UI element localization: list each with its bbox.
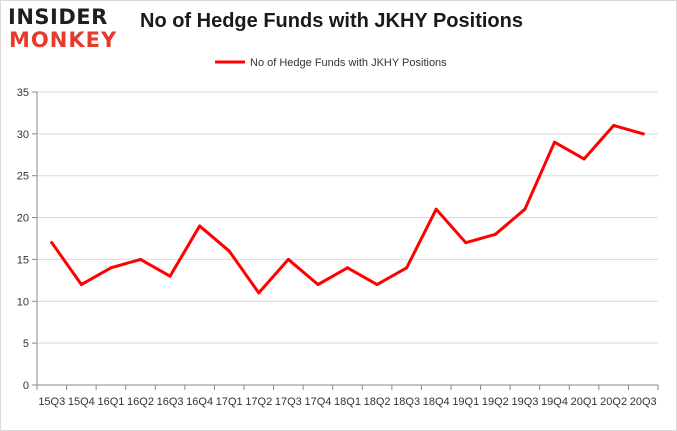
x-tick-label: 20Q2	[600, 396, 627, 408]
legend: No of Hedge Funds with JKHY Positions	[215, 57, 447, 69]
data-point	[139, 257, 142, 261]
logo-line-insider: INSIDER	[8, 5, 108, 29]
y-tick-label: 10	[17, 296, 29, 308]
y-tick-label: 0	[23, 380, 29, 392]
data-point	[198, 224, 202, 228]
x-tick-label: 18Q1	[334, 396, 361, 408]
y-tick-label: 25	[17, 171, 29, 183]
x-tick-label: 16Q1	[97, 396, 124, 408]
y-axis-ticks: 0 5 10 15 20 25 30 35	[17, 87, 37, 392]
data-point	[79, 283, 83, 287]
x-tick-label: 16Q3	[157, 396, 184, 408]
data-point	[346, 266, 349, 270]
chart-title: No of Hedge Funds with JKHY Positions	[140, 10, 523, 32]
data-point	[316, 283, 320, 287]
x-tick-label: 15Q3	[38, 396, 65, 408]
x-tick-label: 18Q2	[364, 396, 391, 408]
data-point	[50, 241, 54, 245]
y-tick-label: 30	[17, 129, 29, 141]
x-tick-label: 19Q3	[511, 396, 538, 408]
series-group	[50, 123, 645, 295]
x-tick-label: 15Q4	[68, 396, 95, 408]
data-point	[523, 207, 527, 211]
x-tick-label: 17Q3	[275, 396, 302, 408]
x-axis-ticks: 15Q3 15Q4 16Q1 16Q2 16Q3 16Q4 17Q1 17Q2 17Q3 17Q4…	[36, 385, 659, 408]
data-point	[493, 232, 497, 236]
y-tick-label: 35	[17, 87, 29, 99]
x-tick-label: 19Q1	[452, 396, 479, 408]
data-point	[257, 291, 261, 295]
data-point	[375, 283, 379, 287]
y-tick-label: 15	[17, 254, 29, 266]
x-tick-label: 19Q2	[482, 396, 509, 408]
data-point	[612, 123, 616, 127]
data-point	[582, 157, 586, 161]
y-tick-label: 20	[17, 213, 29, 225]
x-tick-label: 20Q3	[630, 396, 657, 408]
data-point	[464, 241, 468, 245]
x-tick-label: 20Q1	[571, 396, 598, 408]
x-tick-label: 17Q2	[245, 396, 272, 408]
data-point	[227, 249, 231, 253]
logo-line-monkey: MONKEY	[9, 28, 118, 52]
legend-label: No of Hedge Funds with JKHY Positions	[250, 57, 447, 69]
x-tick-label: 19Q4	[541, 396, 568, 408]
data-point	[405, 266, 409, 270]
x-tick-label: 16Q2	[127, 396, 154, 408]
x-tick-label: 17Q1	[216, 396, 243, 408]
data-point	[434, 207, 438, 211]
x-tick-label: 16Q4	[186, 396, 213, 408]
y-tick-label: 5	[23, 338, 29, 350]
x-tick-label: 18Q3	[393, 396, 420, 408]
data-point	[641, 132, 645, 136]
x-tick-label: 18Q4	[423, 396, 450, 408]
gridlines	[36, 91, 658, 386]
insider-monkey-logo: INSIDER MONKEY	[8, 6, 126, 54]
data-point	[109, 266, 113, 270]
data-point	[168, 274, 172, 278]
data-point	[286, 257, 290, 261]
data-point	[553, 140, 556, 144]
x-tick-label: 17Q4	[304, 396, 331, 408]
